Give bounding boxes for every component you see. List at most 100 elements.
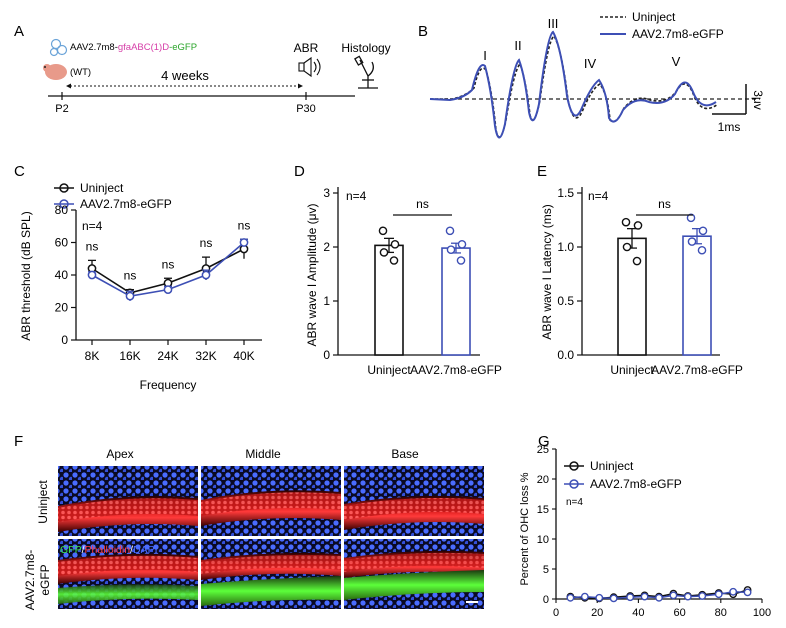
f-col-base: Base bbox=[391, 447, 419, 461]
d-data-point bbox=[445, 226, 455, 236]
panel-f: F Apex Middle Base Uninject AAV2.7m8- eG… bbox=[14, 433, 484, 610]
c-point bbox=[125, 291, 135, 301]
scale-voltage-label: 3μv bbox=[751, 90, 765, 110]
abr-trace-aav bbox=[429, 30, 717, 139]
e-bar-1 bbox=[682, 235, 712, 356]
e-data-point bbox=[686, 213, 696, 223]
c-xtick-label: 8K bbox=[85, 349, 100, 363]
c-ytick-label: 40 bbox=[55, 268, 69, 282]
c-ytick-label: 80 bbox=[55, 203, 69, 217]
c-legend-aav: AAV2.7m8-eGFP bbox=[80, 197, 172, 211]
e-bar-0 bbox=[617, 237, 647, 356]
d-ylabel: ABR wave I Amplitude (μv) bbox=[305, 204, 319, 347]
start-label: P2 bbox=[55, 103, 68, 115]
g-point bbox=[580, 592, 589, 601]
g-point bbox=[698, 592, 707, 600]
g-ytick-label: 20 bbox=[537, 474, 549, 486]
wave-label-v: V bbox=[672, 54, 681, 69]
e-data-point bbox=[698, 226, 708, 236]
d-data-point bbox=[457, 239, 467, 249]
micrograph-apex-uninject bbox=[58, 466, 198, 536]
c-plot: 0 20 40 60 80 8K 16K 24K 32K 40K ns ns ns ns ns bbox=[55, 203, 262, 363]
c-xlabel: Frequency bbox=[140, 378, 197, 392]
c-ytick-label: 20 bbox=[55, 301, 69, 315]
g-point bbox=[714, 590, 723, 599]
e-data-point bbox=[622, 242, 632, 252]
e-data-point bbox=[697, 245, 707, 255]
g-ytick-label: 25 bbox=[537, 444, 549, 456]
d-bar-0 bbox=[374, 244, 404, 356]
d-ytick-label: 1 bbox=[323, 294, 330, 308]
e-data-point bbox=[687, 237, 697, 246]
d-data-point bbox=[456, 256, 466, 265]
d-data-point bbox=[389, 256, 399, 265]
panel-label-b: B bbox=[418, 23, 428, 40]
g-xtick-label: 20 bbox=[591, 607, 603, 619]
e-sig-label: ns bbox=[658, 197, 671, 211]
c-ylabel: ABR threshold (dB SPL) bbox=[19, 211, 33, 340]
g-point bbox=[640, 592, 649, 601]
e-xtick-label: Uninject bbox=[610, 363, 654, 377]
panel-label-c: C bbox=[14, 163, 25, 180]
panel-label-a: A bbox=[14, 23, 24, 40]
e-ytick-label: 1.0 bbox=[557, 240, 574, 254]
panel-b: B Uninject AAV2.7m8-eGFP I II III IV V 3… bbox=[418, 10, 765, 139]
panel-a: A AAV2.7m8-gfaABC(1)D-eGFP (WT) 4 weeks … bbox=[14, 23, 391, 115]
f-row-aav-2: eGFP bbox=[38, 564, 52, 595]
microscope-icon bbox=[354, 55, 378, 89]
panel-label-g: G bbox=[538, 433, 550, 450]
scale-time-label: 1ms bbox=[718, 120, 741, 134]
g-ytick-label: 15 bbox=[537, 504, 549, 516]
wave-label-i: I bbox=[483, 48, 487, 63]
micrograph-middle-aav bbox=[201, 539, 341, 609]
g-ylabel: Percent of OHC loss % bbox=[519, 472, 531, 585]
mouse-icon bbox=[43, 64, 67, 80]
micrograph-base-uninject bbox=[344, 466, 484, 536]
g-xtick-label: 40 bbox=[632, 607, 644, 619]
panel-g: G Uninject AAV2.7m8-eGFP n=4 Percent of … bbox=[519, 433, 771, 619]
g-plot: 0 5 10 15 20 25 0 20 40 60 80 100 bbox=[537, 444, 771, 619]
g-n-label: n=4 bbox=[566, 497, 583, 508]
g-point bbox=[566, 593, 575, 602]
g-xtick-label: 0 bbox=[553, 607, 559, 619]
c-annotation-ns: ns bbox=[162, 257, 175, 271]
g-point bbox=[729, 587, 738, 596]
e-data-point bbox=[621, 217, 631, 227]
micrograph-base-aav bbox=[344, 539, 484, 609]
d-ytick-label: 0 bbox=[323, 348, 330, 362]
e-ylabel: ABR wave I Latency (ms) bbox=[540, 204, 554, 339]
e-ytick-label: 1.5 bbox=[557, 186, 574, 200]
g-point bbox=[669, 591, 678, 600]
panel-label-f: F bbox=[14, 433, 23, 450]
f-row-uninject: Uninject bbox=[36, 480, 50, 524]
e-ytick-label: 0.0 bbox=[557, 348, 574, 362]
g-ytick-label: 5 bbox=[543, 564, 549, 576]
d-ytick-label: 2 bbox=[323, 240, 330, 254]
g-legend-uninject: Uninject bbox=[590, 459, 634, 473]
micrograph-apex-aav: GFP/Phalloidin/DAPI bbox=[58, 539, 198, 609]
c-point bbox=[201, 270, 211, 280]
g-point bbox=[655, 593, 663, 602]
c-point bbox=[163, 285, 173, 294]
d-plot: 0 1 2 3 Uninject AAV2.7m8-eGFP ns bbox=[323, 186, 502, 377]
wave-label-ii: II bbox=[514, 38, 521, 53]
micrograph-middle-uninject bbox=[201, 466, 341, 536]
stain-legend: GFP/Phalloidin/DAPI bbox=[60, 544, 158, 556]
interval-label: 4 weeks bbox=[161, 68, 209, 83]
c-annotation-ns: ns bbox=[200, 236, 213, 250]
histology-label: Histology bbox=[341, 41, 390, 55]
d-n-label: n=4 bbox=[346, 189, 367, 203]
d-data-point bbox=[378, 226, 388, 236]
e-data-point bbox=[633, 221, 643, 230]
g-xtick-label: 100 bbox=[753, 607, 771, 619]
g-xtick-label: 60 bbox=[673, 607, 685, 619]
f-row-aav-1: AAV2.7m8- bbox=[23, 550, 37, 610]
e-n-label: n=4 bbox=[588, 189, 609, 203]
d-xtick-label: Uninject bbox=[367, 363, 411, 377]
c-ytick-label: 0 bbox=[61, 333, 68, 347]
g-ytick-label: 0 bbox=[543, 594, 549, 606]
c-point bbox=[239, 238, 249, 247]
d-ytick-label: 3 bbox=[323, 186, 330, 200]
